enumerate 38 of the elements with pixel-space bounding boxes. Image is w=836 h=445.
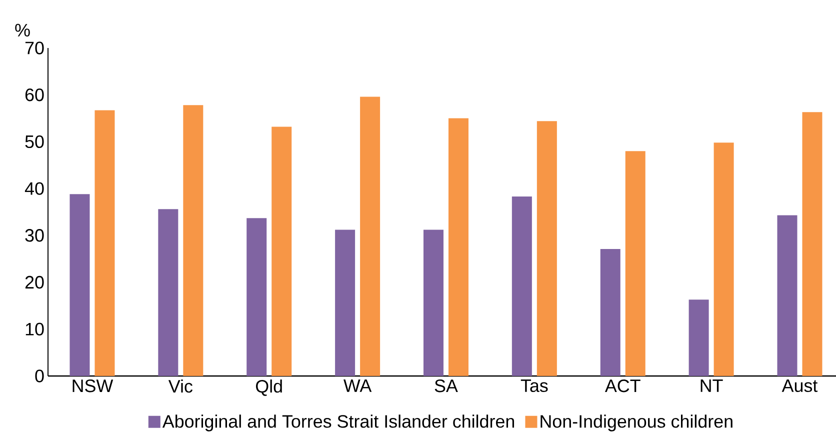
bar [246,218,267,376]
x-tick-label: NT [700,380,723,392]
bar [423,230,444,376]
x-tick-label: NSW [72,379,114,392]
bar [70,194,90,376]
bar [335,230,356,376]
y-tick-label: 20 [25,276,44,289]
bar [600,249,620,376]
y-tick-label: 40 [24,182,44,195]
bar [183,105,204,376]
x-tick-label: Vic [168,380,192,393]
x-tick-label: Qld [256,380,282,396]
bar [714,142,734,376]
bar [94,110,115,376]
y-tick-label: 70 [25,42,44,54]
x-tick-label: SA [434,379,458,392]
legend-label: Aboriginal and Torres Strait Islander children [162,414,514,432]
bar [536,121,557,376]
bar [360,96,380,376]
bar [158,209,178,376]
x-tick-label: Aust [782,380,818,392]
y-tick-label: 60 [25,88,44,102]
x-tick-label: WA [344,380,372,392]
bar [625,151,646,376]
bar [777,215,798,376]
bar [512,196,532,376]
y-tick-label: 0 [35,370,44,382]
legend-label: Non-Indigenous children [540,414,732,432]
bar [272,126,292,376]
bar [448,118,468,376]
bar [688,300,709,376]
y-tick-label: 10 [26,322,44,336]
y-tick-label: 50 [25,135,44,148]
bar [802,112,822,376]
y-axis-title: % [15,24,30,36]
y-tick-label: 30 [25,229,44,242]
x-tick-label: Tas [520,380,548,392]
x-tick-label: ACT [604,379,640,392]
